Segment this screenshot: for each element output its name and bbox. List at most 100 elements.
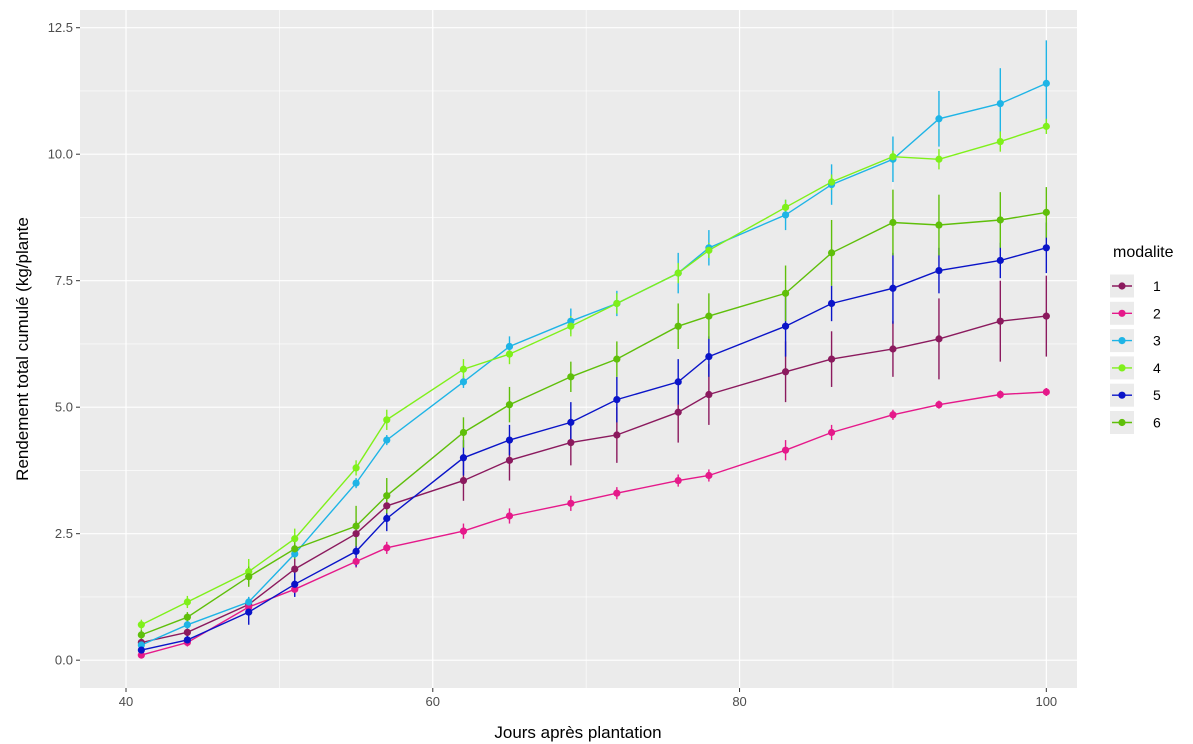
data-point bbox=[705, 312, 713, 320]
data-point bbox=[1042, 79, 1050, 87]
data-point bbox=[781, 211, 790, 219]
y-tick-label: 12.5 bbox=[48, 20, 73, 35]
data-point bbox=[1042, 208, 1050, 216]
y-tick-label: 5.0 bbox=[55, 400, 73, 415]
data-point bbox=[137, 651, 145, 659]
series-line-1 bbox=[141, 315, 1047, 644]
data-point bbox=[183, 628, 191, 636]
data-point bbox=[781, 368, 790, 376]
series-line-5 bbox=[141, 247, 1047, 651]
y-tick-label: 7.5 bbox=[55, 273, 73, 288]
data-point bbox=[827, 249, 836, 257]
data-point bbox=[1042, 244, 1050, 252]
data-point bbox=[505, 401, 514, 409]
data-point bbox=[1042, 312, 1050, 320]
data-point bbox=[245, 598, 253, 606]
data-point bbox=[245, 603, 253, 611]
data-point bbox=[352, 557, 360, 566]
data-point bbox=[245, 608, 253, 616]
data-point bbox=[705, 352, 713, 361]
data-point bbox=[996, 317, 1004, 325]
data-point bbox=[459, 527, 468, 535]
data-point bbox=[567, 317, 575, 325]
y-axis-ticks: 0.0 2.5 5.0 7.5 10.0 12.5 bbox=[48, 20, 80, 668]
data-point bbox=[352, 547, 360, 555]
data-point bbox=[505, 342, 514, 351]
data-point bbox=[613, 489, 621, 497]
y-tick-label: 0.0 bbox=[55, 653, 73, 668]
series-line-2 bbox=[141, 391, 1047, 656]
x-tick-label: 80 bbox=[732, 694, 746, 709]
data-point bbox=[383, 436, 391, 444]
data-point bbox=[567, 499, 575, 507]
data-point bbox=[183, 598, 191, 606]
data-point bbox=[291, 550, 299, 558]
data-point bbox=[827, 428, 836, 437]
y-axis-title: Rendement total cumulé (kg/plante bbox=[13, 217, 32, 481]
data-point bbox=[383, 514, 391, 523]
data-point bbox=[781, 203, 790, 211]
data-point bbox=[996, 256, 1004, 265]
data-point bbox=[137, 646, 145, 654]
data-point bbox=[383, 416, 391, 424]
data-point bbox=[383, 544, 391, 552]
legend-label: 6 bbox=[1153, 415, 1161, 431]
data-point bbox=[505, 350, 514, 358]
data-point bbox=[996, 100, 1004, 108]
data-point bbox=[613, 355, 621, 363]
data-point bbox=[674, 408, 682, 416]
data-point bbox=[889, 153, 897, 161]
legend-key-point bbox=[1118, 364, 1126, 372]
x-axis-title: Jours après plantation bbox=[494, 723, 661, 742]
data-point bbox=[183, 613, 191, 621]
series-line-6 bbox=[141, 211, 1047, 636]
data-point bbox=[935, 266, 943, 275]
legend-label: 3 bbox=[1153, 333, 1161, 349]
data-point bbox=[613, 431, 621, 439]
data-point bbox=[352, 530, 360, 538]
data-point bbox=[291, 545, 299, 553]
data-point bbox=[505, 512, 514, 520]
legend-title: modalite bbox=[1113, 244, 1174, 261]
minor-gridlines bbox=[80, 10, 1077, 688]
data-point bbox=[705, 390, 713, 399]
legend-key-point bbox=[1118, 391, 1126, 399]
legend-label: 1 bbox=[1153, 278, 1161, 294]
data-point bbox=[291, 580, 299, 588]
series-line-4 bbox=[141, 125, 1047, 626]
data-point bbox=[245, 568, 253, 576]
data-point bbox=[889, 218, 897, 227]
data-point bbox=[889, 411, 897, 419]
legend-label: 2 bbox=[1153, 305, 1161, 321]
data-point bbox=[505, 456, 514, 464]
data-point bbox=[567, 418, 575, 426]
data-point bbox=[459, 454, 468, 462]
data-point bbox=[781, 289, 790, 297]
data-point bbox=[827, 355, 836, 363]
data-point bbox=[567, 373, 575, 381]
data-point bbox=[183, 636, 191, 644]
data-point bbox=[935, 155, 943, 163]
data-point bbox=[674, 322, 682, 330]
data-point bbox=[459, 378, 468, 386]
legend: modalite 1 2 3 4 5 6 bbox=[1110, 244, 1174, 434]
data-point bbox=[459, 365, 468, 373]
data-point bbox=[674, 378, 682, 386]
series-lines bbox=[141, 82, 1047, 656]
data-point bbox=[291, 585, 299, 593]
data-point bbox=[705, 246, 713, 254]
data-point bbox=[291, 535, 299, 543]
data-point bbox=[1042, 122, 1050, 130]
data-point bbox=[935, 115, 943, 123]
data-point bbox=[827, 178, 836, 186]
series-line-3 bbox=[141, 82, 1047, 646]
data-point bbox=[459, 428, 468, 437]
data-points bbox=[137, 79, 1050, 659]
x-axis-ticks: 40 60 80 100 bbox=[119, 688, 1057, 709]
x-tick-label: 40 bbox=[119, 694, 133, 709]
legend-key-point bbox=[1118, 282, 1126, 290]
data-point bbox=[889, 345, 897, 353]
data-point bbox=[674, 269, 682, 277]
legend-key-point bbox=[1118, 337, 1126, 345]
data-point bbox=[613, 395, 621, 404]
